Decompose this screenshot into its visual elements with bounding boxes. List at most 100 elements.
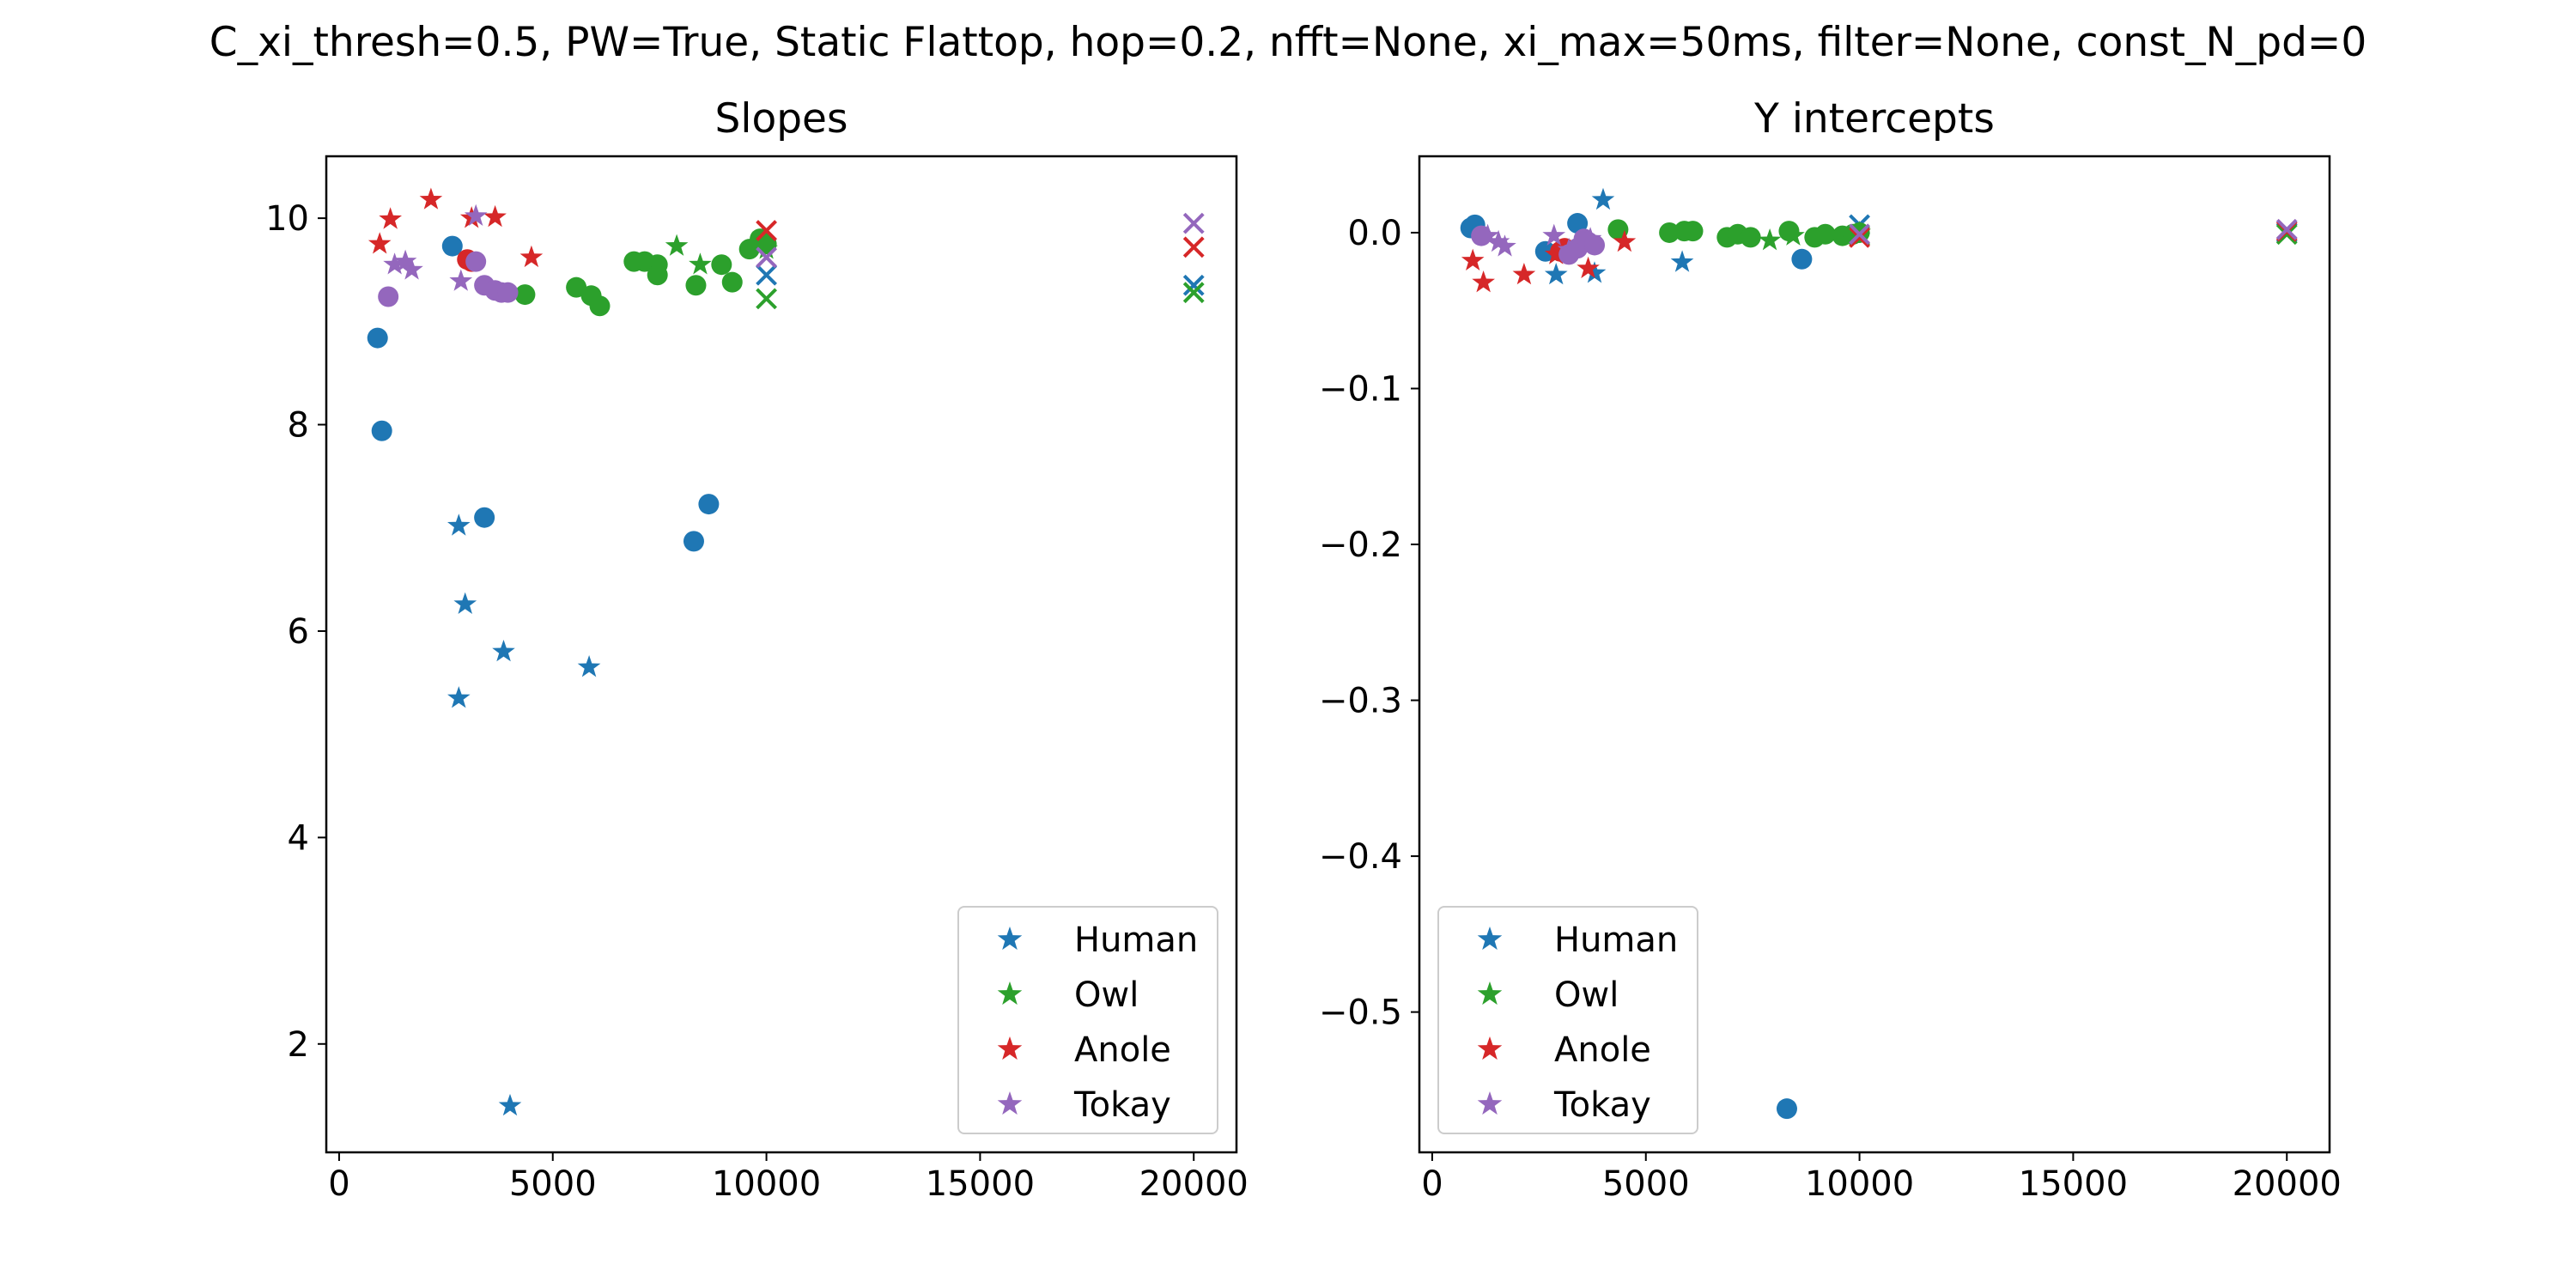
y-tick-label: 2: [288, 1025, 309, 1065]
legend-label-human: Human: [1074, 920, 1198, 960]
data-point-owl-star: [689, 252, 712, 275]
data-point-tokay-star: [449, 269, 473, 291]
legend-marker-tokay: [997, 1091, 1023, 1115]
x-tick-label: 10000: [1805, 1164, 1914, 1204]
data-point-owl-circle: [711, 254, 732, 276]
data-point-human-star: [1583, 261, 1607, 283]
data-point-tokay-star: [393, 249, 417, 271]
y-tick-label: 0.0: [1347, 214, 1402, 253]
data-point-owl-circle: [721, 271, 743, 293]
data-point-owl-circle: [1682, 221, 1704, 242]
data-point-anole-star: [368, 232, 392, 254]
legend-marker-owl: [997, 981, 1023, 1005]
axes-frame: [1418, 155, 2331, 1154]
data-point-tokay-circle: [497, 282, 519, 303]
data-point-anole-star: [519, 245, 544, 268]
data-point-anole-x: [1182, 236, 1205, 258]
data-point-tokay-x: [1849, 223, 1870, 246]
data-point-tokay-circle: [1471, 225, 1492, 246]
y-tick-label: 8: [288, 406, 309, 446]
x-tick-label: 0: [1421, 1164, 1443, 1204]
y-tick-label: 6: [288, 612, 309, 652]
x-tick-label: 5000: [1602, 1164, 1690, 1204]
data-point-human-circle: [1776, 1098, 1797, 1120]
data-point-human-x: [756, 264, 777, 286]
data-point-human-star: [447, 686, 471, 708]
legend-label-human: Human: [1554, 920, 1678, 960]
legend-label-owl: Owl: [1554, 975, 1619, 1015]
y-tick-label: 4: [288, 818, 309, 858]
data-point-anole-star: [1461, 248, 1485, 270]
y-tick-label: −0.4: [1319, 837, 1402, 877]
data-point-owl-x: [1182, 282, 1205, 304]
data-point-owl-circle: [589, 295, 611, 317]
data-point-owl-star: [665, 234, 689, 256]
data-point-human-star: [447, 513, 471, 536]
legend-label-anole: Anole: [1554, 1030, 1651, 1070]
axes-title: Y intercepts: [1753, 95, 1995, 143]
data-point-human-circle: [367, 327, 388, 349]
data-point-human-star: [498, 1093, 522, 1116]
legend-label-owl: Owl: [1074, 975, 1139, 1015]
legend-marker-tokay: [1477, 1091, 1503, 1115]
data-point-tokay-x: [2275, 218, 2298, 240]
data-point-anole-x: [756, 220, 777, 241]
x-tick-label: 15000: [926, 1164, 1035, 1204]
data-point-tokay-star: [383, 252, 406, 275]
x-tick-label: 0: [328, 1164, 349, 1204]
data-point-anole-star: [379, 207, 402, 229]
data-point-owl-circle: [1740, 227, 1761, 248]
data-point-human-circle: [698, 494, 720, 515]
data-point-owl-circle: [1659, 222, 1680, 243]
data-point-anole-star: [483, 204, 507, 228]
data-point-anole-star: [1512, 263, 1536, 285]
legend-label-anole: Anole: [1074, 1030, 1171, 1070]
data-point-tokay-star: [1542, 223, 1566, 246]
data-point-tokay-x: [756, 246, 777, 269]
data-point-tokay-circle: [1584, 234, 1606, 256]
data-point-human-circle: [1567, 213, 1589, 234]
data-point-human-star: [1591, 187, 1615, 210]
x-tick-label: 5000: [509, 1164, 597, 1204]
data-point-anole-star: [1472, 270, 1495, 293]
data-point-owl-circle: [756, 234, 777, 255]
data-point-human-circle: [1534, 240, 1556, 262]
data-point-human-circle: [441, 235, 463, 257]
data-point-owl-x: [2275, 223, 2298, 246]
y-tick-label: −0.5: [1319, 993, 1402, 1033]
data-point-anole-star: [1577, 256, 1600, 278]
data-point-tokay-star: [400, 258, 423, 280]
legend-box: [957, 906, 1218, 1134]
data-point-owl-circle: [647, 264, 668, 286]
data-point-human-x: [1182, 274, 1205, 296]
data-point-human-circle: [371, 420, 392, 441]
legend-box: [1437, 906, 1698, 1134]
data-point-anole-star: [1613, 229, 1637, 252]
data-point-owl-circle: [685, 275, 707, 296]
data-point-owl-circle: [514, 284, 536, 306]
data-point-tokay-star: [1486, 229, 1510, 252]
y-tick-label: 10: [265, 199, 309, 239]
y-tick-label: −0.3: [1319, 682, 1402, 721]
data-point-owl-circle: [1778, 221, 1800, 242]
axes-title: Slopes: [715, 95, 848, 143]
data-point-human-star: [453, 592, 477, 614]
legend-marker-owl: [1477, 981, 1503, 1005]
data-point-owl-x: [756, 288, 777, 310]
data-point-owl-circle: [1814, 223, 1836, 245]
y-tick-label: −0.1: [1319, 369, 1402, 409]
data-point-tokay-star: [1493, 234, 1516, 257]
data-point-owl-star: [1758, 228, 1782, 251]
legend-label-tokay: Tokay: [1073, 1085, 1171, 1125]
legend-marker-anole: [997, 1036, 1023, 1060]
data-point-tokay-circle: [378, 286, 399, 307]
data-point-tokay-star: [464, 204, 488, 226]
legend-marker-human: [1477, 927, 1503, 951]
data-point-human-star: [1544, 263, 1568, 285]
data-point-human-star: [577, 655, 601, 677]
intercepts-chart: Y intercepts 0 5000 10000 15000 20000 0.0 −0.1 −…: [1319, 95, 2342, 1204]
data-point-human-star: [1670, 250, 1694, 272]
figure-title: C_xi_thresh=0.5, PW=True, Static Flattop…: [209, 19, 2367, 66]
slopes-chart: Slopes 0 5000 10000 15000 20000 2 4 6 8 10 Human Owl…: [265, 95, 1249, 1204]
